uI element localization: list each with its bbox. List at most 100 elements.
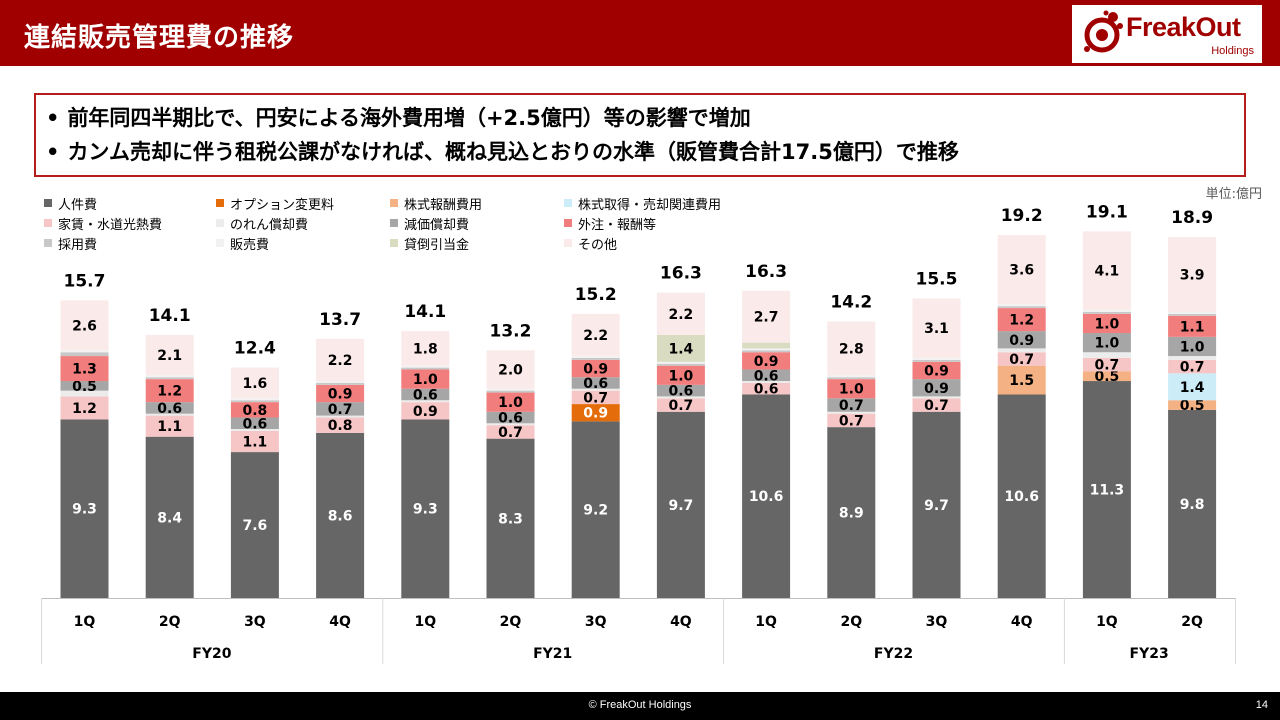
bar-segment [571, 388, 620, 391]
data-label: 0.5 [72, 379, 97, 395]
bar-segment [1082, 313, 1131, 334]
legend-item: 外注・報酬等 [564, 214, 656, 233]
bar-segment [60, 352, 109, 357]
bar-segment [316, 432, 365, 598]
bar-segment [60, 300, 109, 351]
bar-segment [656, 365, 705, 385]
data-label: 3.6 [1009, 263, 1034, 279]
bar-segment [997, 394, 1046, 598]
legend-label: その他 [578, 237, 618, 253]
bar-segment [316, 402, 365, 416]
data-label: 0.9 [328, 387, 353, 403]
bar-segment [145, 334, 194, 376]
bar-segment [571, 421, 620, 598]
data-label: 0.6 [583, 376, 608, 392]
total-label: 15.2 [575, 285, 617, 305]
bar-segment [230, 400, 279, 403]
bar-segment [230, 402, 279, 418]
company-logo: FreakOut Holdings [1072, 5, 1262, 63]
bar-segment [60, 390, 109, 397]
data-label: 2.1 [157, 348, 182, 364]
bar-segment [486, 350, 535, 389]
data-label: 8.3 [498, 511, 523, 527]
bar-segment [827, 321, 876, 376]
data-label: 9.3 [72, 502, 97, 518]
bar-segment [656, 398, 705, 412]
legend-item: 人件費 [44, 194, 97, 213]
bar-segment [145, 436, 194, 598]
bar-segment [1168, 315, 1217, 337]
bar-segment [912, 359, 961, 362]
data-label: 1.8 [413, 341, 438, 357]
bar-segment [997, 348, 1046, 353]
bar-segment [401, 369, 450, 389]
data-label: 0.7 [839, 398, 864, 414]
data-label: 0.7 [839, 413, 864, 429]
total-label: 15.5 [916, 269, 958, 289]
legend-swatch [44, 199, 52, 207]
data-label: 2.2 [328, 353, 353, 369]
legend-label: 採用費 [58, 237, 98, 253]
total-label: 18.9 [1171, 208, 1213, 228]
bar-segment [742, 348, 791, 351]
bar-segment [230, 430, 279, 453]
bar-segment [145, 415, 194, 437]
bar-segment [316, 384, 365, 403]
bar-segment [827, 379, 876, 399]
legend-swatch [390, 199, 398, 207]
category-label: 4Q [329, 614, 351, 630]
category-label: 4Q [1011, 614, 1033, 630]
legend-swatch [216, 239, 224, 247]
data-label: 0.7 [328, 402, 353, 418]
chart-legend: 人件費 オプション変更料 株式報酬費用 株式取得・売却関連費用 家賃・水道光熱費 のれん償… [44, 194, 804, 258]
bar-segment [997, 352, 1046, 366]
legend-swatch [390, 219, 398, 227]
bar-segment [1082, 311, 1131, 314]
bar-segment [60, 419, 109, 598]
group-label: FY21 [533, 646, 572, 662]
data-label: 1.1 [242, 435, 267, 451]
category-label: 1Q [755, 614, 777, 630]
legend-label: オプション変更料 [230, 197, 335, 213]
total-label: 13.2 [490, 321, 532, 341]
bar-segment [997, 306, 1046, 309]
total-label: 16.3 [660, 264, 702, 284]
category-label: 2Q [500, 614, 522, 630]
data-label: 10.6 [749, 489, 784, 505]
data-label: 0.8 [242, 403, 267, 419]
data-label: 2.8 [839, 341, 864, 357]
bar-segment [742, 290, 791, 343]
summary-note: • カンム売却に伴う租税公課がなければ、概ね見込とおりの水準（販管費合計17.5億… [46, 140, 959, 164]
data-label: 0.9 [924, 363, 949, 379]
bar-segment [401, 388, 450, 401]
bar-segment [316, 381, 365, 383]
data-label: 9.7 [924, 498, 949, 514]
bar-segment [1082, 231, 1131, 310]
bar-segment [656, 334, 705, 362]
total-label: 19.2 [1001, 206, 1043, 226]
legend-swatch [216, 219, 224, 227]
total-label: 14.2 [830, 293, 872, 313]
logo-text: FreakOut [1126, 12, 1241, 42]
data-label: 0.7 [924, 398, 949, 414]
bar-segment [997, 365, 1046, 395]
data-label: 2.6 [72, 318, 97, 334]
bar-segment [912, 358, 961, 360]
legend-item: その他 [564, 234, 618, 253]
data-label: 0.7 [1009, 352, 1034, 368]
legend-item: 株式取得・売却関連費用 [564, 194, 722, 213]
legend-label: 株式取得・売却関連費用 [578, 197, 722, 213]
data-label: 9.7 [668, 498, 693, 514]
footer-bar: © FreakOut Holdings 14 [0, 692, 1280, 720]
bar-segment [912, 398, 961, 412]
data-label: 3.1 [924, 321, 949, 337]
data-label: 1.5 [1009, 373, 1034, 389]
bar-segment [912, 396, 961, 399]
bar-segment [230, 452, 279, 598]
data-label: 0.9 [1009, 333, 1034, 349]
category-label: 3Q [244, 614, 266, 630]
bar-segment [60, 396, 109, 420]
bar-segment [912, 298, 961, 358]
bar-segment [145, 413, 194, 416]
bar-segment [1168, 336, 1217, 357]
